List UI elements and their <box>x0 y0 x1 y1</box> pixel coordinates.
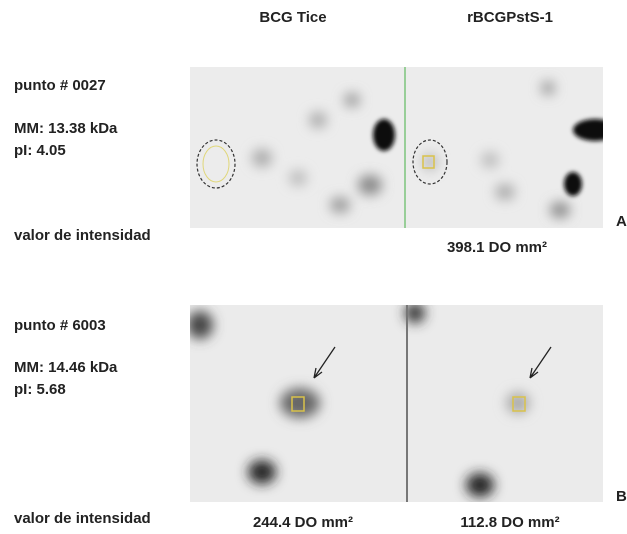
column-header: BCG Tice <box>259 9 326 26</box>
intensity-value: 112.8 DO mm² <box>460 514 559 531</box>
intensity-value: 244.4 DO mm² <box>253 514 353 531</box>
intensity-label: valor de intensidad <box>14 510 151 527</box>
molecular-mass: MM: 13.38 kDa <box>14 120 118 137</box>
intensity-value: 398.1 DO mm² <box>447 239 547 256</box>
column-header: rBCGPstS-1 <box>467 9 553 26</box>
spot-id: punto # 6003 <box>14 317 106 334</box>
panel-letter: B <box>616 488 627 505</box>
gel-image <box>190 67 603 228</box>
molecular-mass: MM: 14.46 kDa <box>14 359 118 376</box>
panel-letter: A <box>616 213 627 230</box>
spot-id: punto # 0027 <box>14 77 106 94</box>
isoelectric-point: pI: 4.05 <box>14 142 66 159</box>
arrows <box>313 346 552 379</box>
intensity-label: valor de intensidad <box>14 227 151 244</box>
gel-image <box>190 305 603 502</box>
isoelectric-point: pI: 5.68 <box>14 381 66 398</box>
